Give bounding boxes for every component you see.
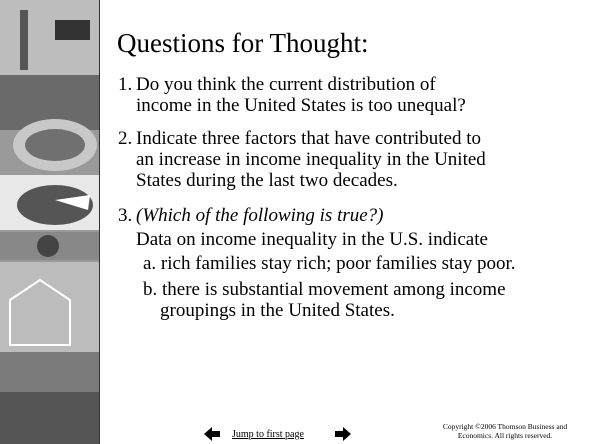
question-stem: Data on income inequality in the U.S. in…: [136, 229, 488, 250]
option-line: b. there is substantial movement among i…: [143, 279, 506, 300]
option-line: a. rich families stay rich; poor familie…: [143, 253, 516, 274]
question-line: Indicate three factors that have contrib…: [136, 128, 482, 149]
copyright-line: Copyright ©2006 Thomson Business and: [442, 422, 568, 431]
question-number: 2.: [118, 128, 133, 149]
question-line: income in the United States is too unequ…: [136, 95, 466, 116]
copyright-line: Economics. All rights reserved.: [457, 431, 553, 440]
image-strip: [0, 0, 100, 444]
question-prompt: (Which of the following is true?): [136, 205, 384, 226]
jump-link[interactable]: Jump to first page: [232, 429, 304, 440]
next-arrow[interactable]: [335, 427, 351, 441]
option-line: groupings in the United States.: [160, 300, 395, 321]
question-number: 1.: [118, 74, 133, 95]
prev-arrow[interactable]: [204, 427, 220, 441]
title: Questions for Thought:: [117, 28, 369, 58]
question-number: 3.: [118, 205, 133, 226]
question-line: an increase in income inequality in the …: [136, 149, 486, 170]
question-line: Do you think the current distribution of: [136, 74, 436, 95]
question-line: States during the last two decades.: [136, 170, 398, 191]
